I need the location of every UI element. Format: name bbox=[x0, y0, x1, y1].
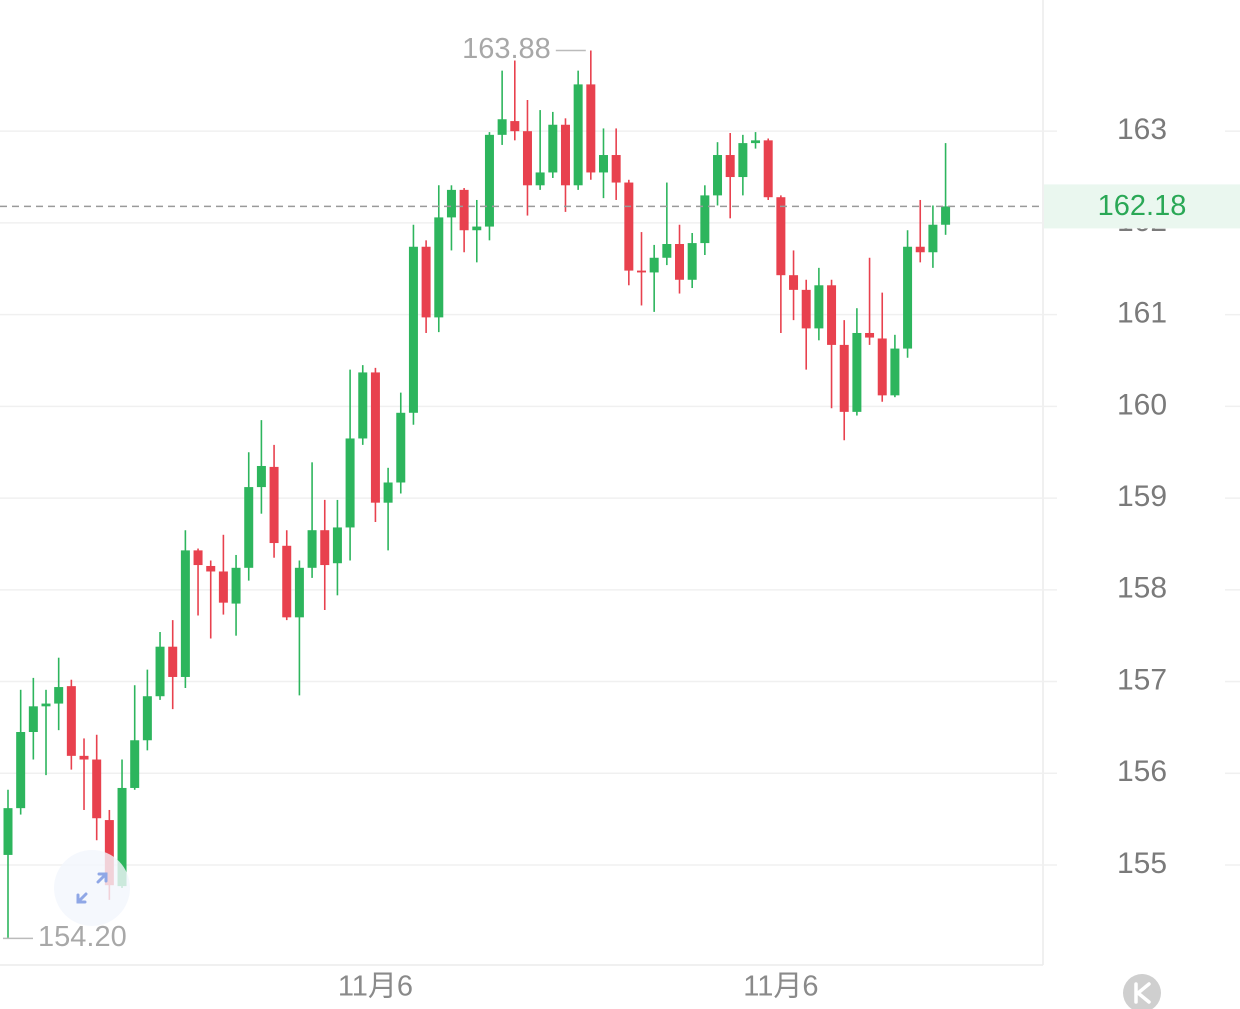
candle-body bbox=[598, 155, 608, 173]
candle-body bbox=[370, 372, 380, 503]
candle-body bbox=[345, 438, 355, 528]
y-tick-label: 157 bbox=[1117, 663, 1167, 696]
candle-body bbox=[573, 84, 583, 186]
candle-body bbox=[877, 338, 887, 396]
candle-body bbox=[725, 155, 735, 178]
y-tick-label: 163 bbox=[1117, 113, 1167, 146]
candle-body bbox=[282, 545, 292, 618]
candle-body bbox=[903, 246, 913, 349]
y-tick-label: 160 bbox=[1117, 388, 1167, 421]
candle-body bbox=[611, 155, 621, 183]
current-price-box bbox=[1044, 184, 1240, 229]
candle-body bbox=[104, 820, 114, 886]
candle-body bbox=[662, 244, 672, 258]
candle-body bbox=[852, 332, 862, 412]
expand-button[interactable] bbox=[54, 850, 130, 926]
candle-body bbox=[738, 143, 748, 178]
candle-body bbox=[142, 696, 152, 741]
candle-body bbox=[218, 571, 228, 603]
candle-body bbox=[472, 226, 482, 231]
candle-body bbox=[434, 217, 444, 318]
kline-button[interactable] bbox=[1123, 974, 1161, 1009]
expand-bg bbox=[54, 850, 130, 926]
candle-body bbox=[396, 412, 406, 483]
candle-body bbox=[79, 755, 89, 760]
candle-body bbox=[41, 703, 51, 707]
candle-body bbox=[763, 140, 773, 198]
candle-body bbox=[269, 466, 279, 544]
candle-body bbox=[294, 567, 304, 618]
candle-body bbox=[92, 759, 102, 819]
candle-body bbox=[446, 189, 456, 218]
candle-body bbox=[459, 189, 469, 231]
candle-body bbox=[66, 686, 76, 756]
candle-body bbox=[548, 124, 558, 173]
candle-body bbox=[332, 527, 342, 564]
current-price-label: 162.18 bbox=[1098, 190, 1187, 222]
candle-body bbox=[54, 687, 64, 704]
candle-body bbox=[320, 530, 330, 566]
candle-body bbox=[3, 808, 13, 855]
grid: 15515615715815916016116216311月611月6 bbox=[0, 113, 1240, 1003]
x-tick-label: 11月6 bbox=[743, 971, 818, 1003]
candle-body bbox=[637, 270, 646, 273]
annotation-label: 163.88 bbox=[462, 33, 551, 65]
candle-body bbox=[168, 646, 178, 677]
y-tick-label: 158 bbox=[1117, 572, 1167, 605]
candle-body bbox=[675, 244, 685, 280]
candle-body bbox=[130, 740, 140, 788]
candle-body bbox=[522, 131, 532, 186]
candle-body bbox=[244, 487, 254, 568]
candle-body bbox=[865, 332, 875, 338]
candle-body bbox=[510, 121, 520, 132]
candle-body bbox=[193, 550, 203, 566]
candle-body bbox=[700, 195, 710, 244]
annotation-label: 154.20 bbox=[38, 921, 127, 953]
candle-body bbox=[649, 257, 659, 273]
candle-body bbox=[801, 289, 811, 329]
candle-body bbox=[180, 550, 190, 677]
kline-icon bbox=[1134, 982, 1151, 1004]
candle-body bbox=[497, 119, 507, 135]
candle-body bbox=[915, 246, 925, 253]
candle-body bbox=[941, 206, 951, 225]
candle-body bbox=[586, 84, 596, 173]
candle-body bbox=[560, 124, 570, 186]
candle-body bbox=[776, 197, 786, 276]
candle-body bbox=[535, 172, 545, 186]
candle-body bbox=[624, 182, 634, 271]
candle-body bbox=[713, 155, 723, 196]
overlay: 162.18 163.88 154.20 bbox=[0, 33, 1240, 953]
candles bbox=[3, 50, 951, 939]
candle-body bbox=[358, 372, 368, 439]
candle-body bbox=[206, 565, 216, 572]
expand-icon bbox=[76, 872, 108, 904]
candle-body bbox=[789, 275, 799, 290]
candle-body bbox=[383, 482, 393, 503]
y-tick-label: 156 bbox=[1117, 755, 1167, 788]
candle-body bbox=[307, 530, 317, 568]
candle-body bbox=[827, 285, 837, 345]
candle-body bbox=[751, 140, 761, 144]
x-tick-label: 11月6 bbox=[338, 971, 413, 1003]
candle-body bbox=[28, 706, 38, 733]
candle-body bbox=[421, 246, 431, 318]
candle-body bbox=[814, 285, 824, 329]
y-tick-label: 159 bbox=[1117, 480, 1167, 513]
candle-body bbox=[687, 243, 697, 280]
candle-body bbox=[16, 732, 26, 809]
candle-body bbox=[231, 567, 241, 604]
candle-body bbox=[839, 344, 849, 412]
candle-body bbox=[890, 348, 900, 396]
candle-body bbox=[117, 787, 127, 887]
candle-body bbox=[408, 246, 418, 413]
y-tick-label: 155 bbox=[1117, 847, 1167, 880]
candle-body bbox=[256, 465, 266, 488]
y-tick-label: 161 bbox=[1117, 297, 1167, 330]
candle-body bbox=[484, 134, 494, 227]
candle-body bbox=[928, 224, 938, 253]
candle-body bbox=[155, 646, 165, 697]
